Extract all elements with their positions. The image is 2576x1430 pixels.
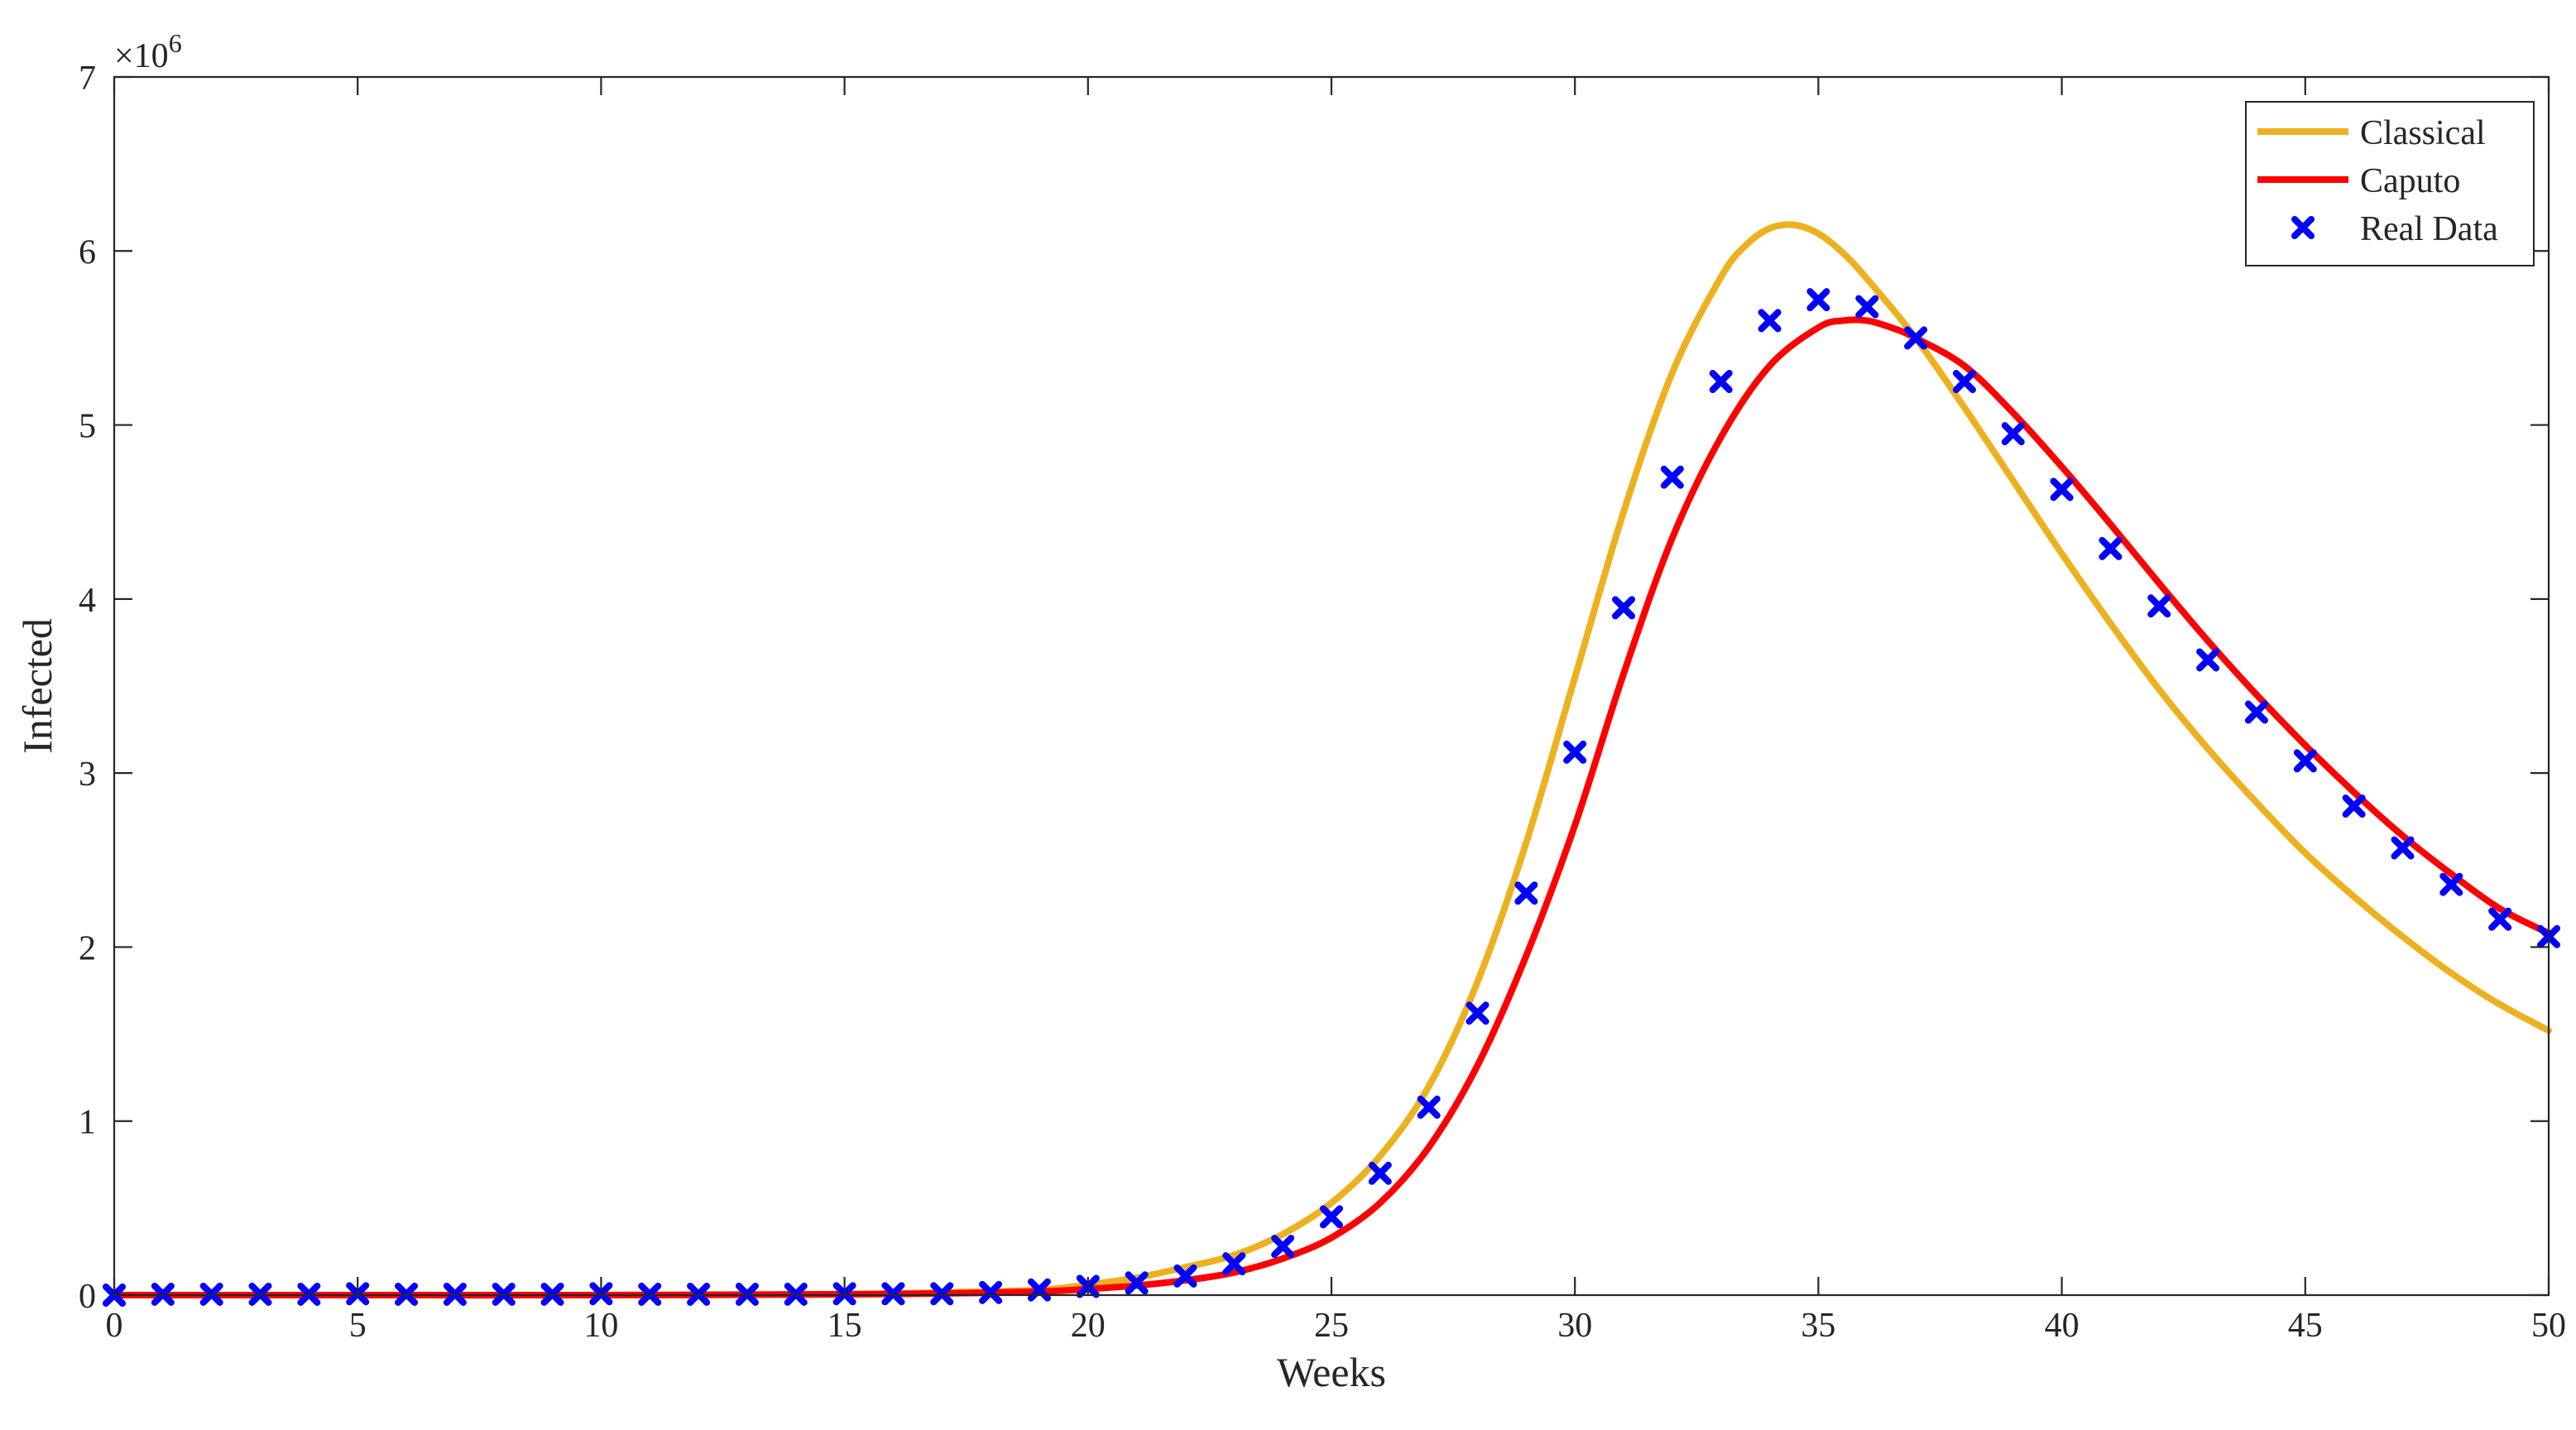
data-point xyxy=(1173,1264,1197,1288)
x-tick-label: 15 xyxy=(827,1307,862,1345)
legend-label-caputo: Caputo xyxy=(2360,162,2460,200)
legend-label-classical: Classical xyxy=(2360,114,2486,152)
data-point xyxy=(1758,309,1782,333)
data-point xyxy=(1952,370,1976,393)
x-tick-label: 45 xyxy=(2288,1307,2323,1345)
x-tick-label: 25 xyxy=(1314,1307,1349,1345)
data-point xyxy=(1465,1001,1489,1025)
data-point xyxy=(2488,907,2512,931)
x-tick-label: 40 xyxy=(2045,1307,2080,1345)
y-axis-exponent: ×106 xyxy=(114,28,182,75)
data-point xyxy=(881,1282,905,1306)
data-point xyxy=(1320,1205,1343,1229)
data-point xyxy=(2050,477,2074,501)
y-axis-label: Infected xyxy=(14,618,60,754)
data-point xyxy=(2293,749,2317,773)
data-point xyxy=(1855,295,1879,319)
data-point xyxy=(1904,326,1928,350)
y-axis-exponent-power: 6 xyxy=(169,28,182,58)
x-tick-label: 5 xyxy=(349,1307,367,1345)
y-tick-label: 2 xyxy=(79,929,96,967)
y-tick-label: 1 xyxy=(79,1104,96,1142)
data-point xyxy=(930,1282,954,1306)
y-axis-exponent-base: ×10 xyxy=(114,37,169,75)
data-point xyxy=(1709,370,1733,393)
data-point xyxy=(1417,1095,1441,1119)
y-tick-label: 6 xyxy=(79,233,96,271)
x-tick-label: 50 xyxy=(2531,1307,2566,1345)
data-point xyxy=(2099,536,2123,560)
data-point xyxy=(979,1280,1003,1304)
data-point xyxy=(1660,465,1684,489)
data-point xyxy=(1806,288,1830,312)
legend: Classical Caputo Real Data xyxy=(2245,101,2535,266)
y-tick-label: 3 xyxy=(79,756,96,794)
legend-label-real-data: Real Data xyxy=(2360,210,2498,248)
x-tick-label: 0 xyxy=(106,1307,123,1345)
data-point xyxy=(1222,1252,1246,1276)
data-point xyxy=(1368,1161,1392,1185)
legend-swatch-real-data xyxy=(2291,216,2315,239)
x-tick-label: 20 xyxy=(1071,1307,1106,1345)
data-point xyxy=(2244,700,2268,724)
x-tick-label: 30 xyxy=(1557,1307,1592,1345)
y-tick-label: 5 xyxy=(79,408,96,446)
x-tick-label: 35 xyxy=(1801,1307,1835,1345)
data-point xyxy=(1612,596,1636,620)
data-point xyxy=(2342,794,2366,818)
y-tick-label: 4 xyxy=(79,582,96,620)
data-point xyxy=(2196,648,2220,672)
data-point xyxy=(1125,1271,1149,1295)
data-point xyxy=(1563,740,1587,764)
data-point xyxy=(2147,594,2171,618)
data-point xyxy=(2001,422,2025,446)
data-point xyxy=(1271,1235,1295,1259)
y-tick-label: 7 xyxy=(79,60,96,98)
data-point xyxy=(2439,872,2463,896)
y-tick-label: 0 xyxy=(79,1278,96,1316)
data-point xyxy=(2391,836,2415,860)
x-tick-label: 10 xyxy=(583,1307,618,1345)
data-point xyxy=(1514,881,1538,905)
x-axis-label: Weeks xyxy=(1277,1349,1386,1395)
